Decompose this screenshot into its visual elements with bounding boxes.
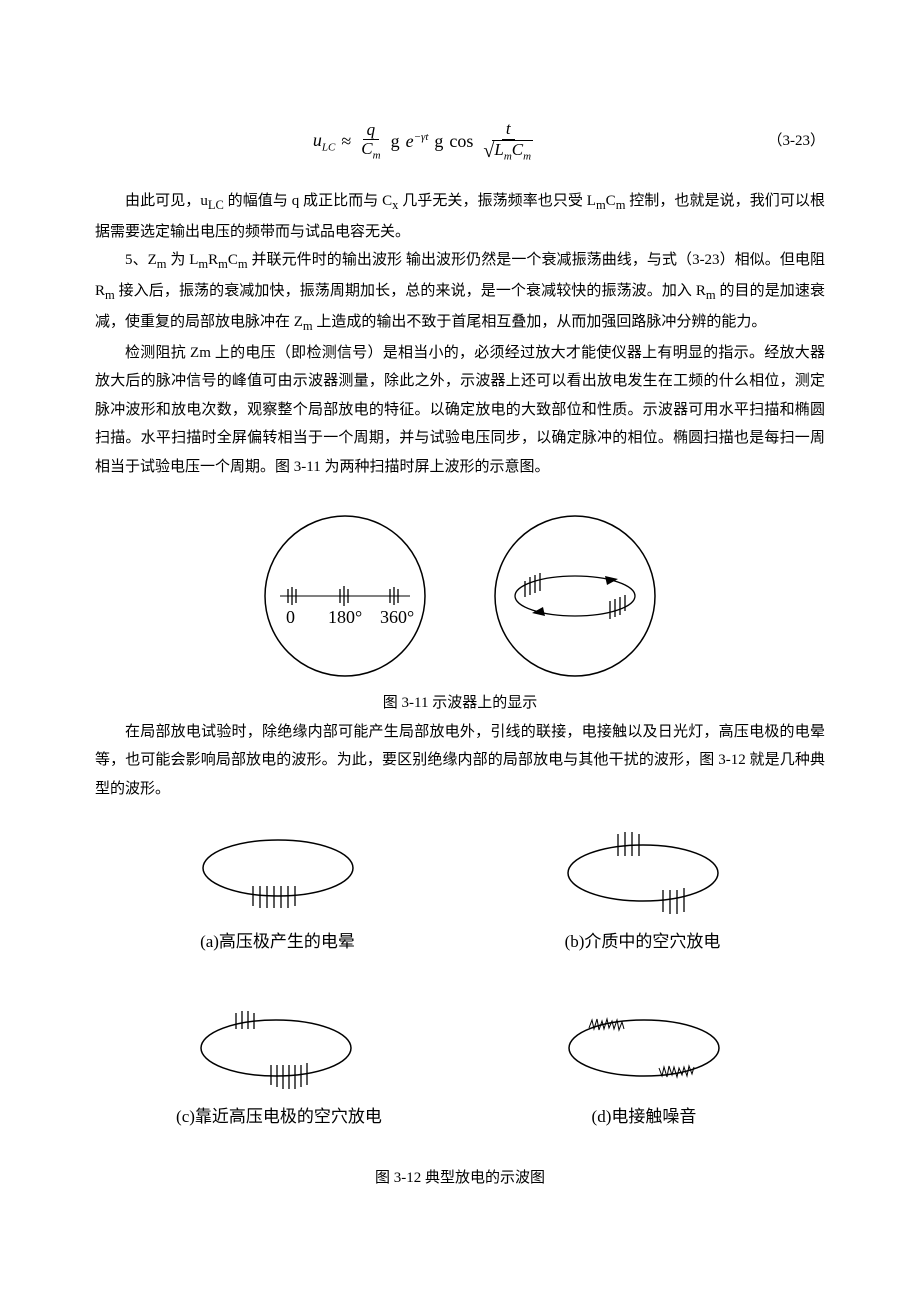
figure-3-12: (a)高压极产生的电晕 (b)介质中的空穴放电 (95, 828, 825, 1134)
fig312-b: (b)介质中的空穴放电 (543, 828, 743, 958)
label-180: 180° (328, 607, 362, 627)
paragraph-2: 5、Zm 为 LmRmCm 并联元件时的输出波形 输出波形仍然是一个衰减振荡曲线… (95, 246, 825, 338)
fig312-a: (a)高压极产生的电晕 (178, 828, 378, 958)
paragraph-1: 由此可见，uLC 的幅值与 q 成正比而与 Cx 几乎无关，振荡频率也只受 Lm… (95, 187, 825, 246)
figure-3-11: 0 180° 360° (95, 511, 825, 681)
equation-number: （3-23） (755, 127, 825, 156)
equation-body: uLC ≈ q Cm g e−γt g cos t √ LmCm (313, 120, 537, 162)
fig311-elliptical-scan (490, 511, 660, 681)
fig312-d: (d)电接触噪音 (544, 1003, 744, 1133)
fig311-caption: 图 3-11 示波器上的显示 (95, 689, 825, 718)
paragraph-4: 在局部放电试验时，除绝缘内部可能产生局部放电外，引线的联接，电接触以及日光灯，高… (95, 718, 825, 804)
fig311-horizontal-scan: 0 180° 360° (260, 511, 430, 681)
fig312-c: (c)靠近高压电极的空穴放电 (176, 1003, 382, 1133)
equation-3-23: uLC ≈ q Cm g e−γt g cos t √ LmCm （3-23） (95, 120, 825, 162)
paragraph-3: 检测阻抗 Zm 上的电压（即检测信号）是相当小的，必须经过放大才能使仪器上有明显… (95, 339, 825, 482)
fig312-caption: 图 3-12 典型放电的示波图 (95, 1164, 825, 1193)
label-0: 0 (286, 607, 295, 627)
label-360: 360° (380, 607, 414, 627)
